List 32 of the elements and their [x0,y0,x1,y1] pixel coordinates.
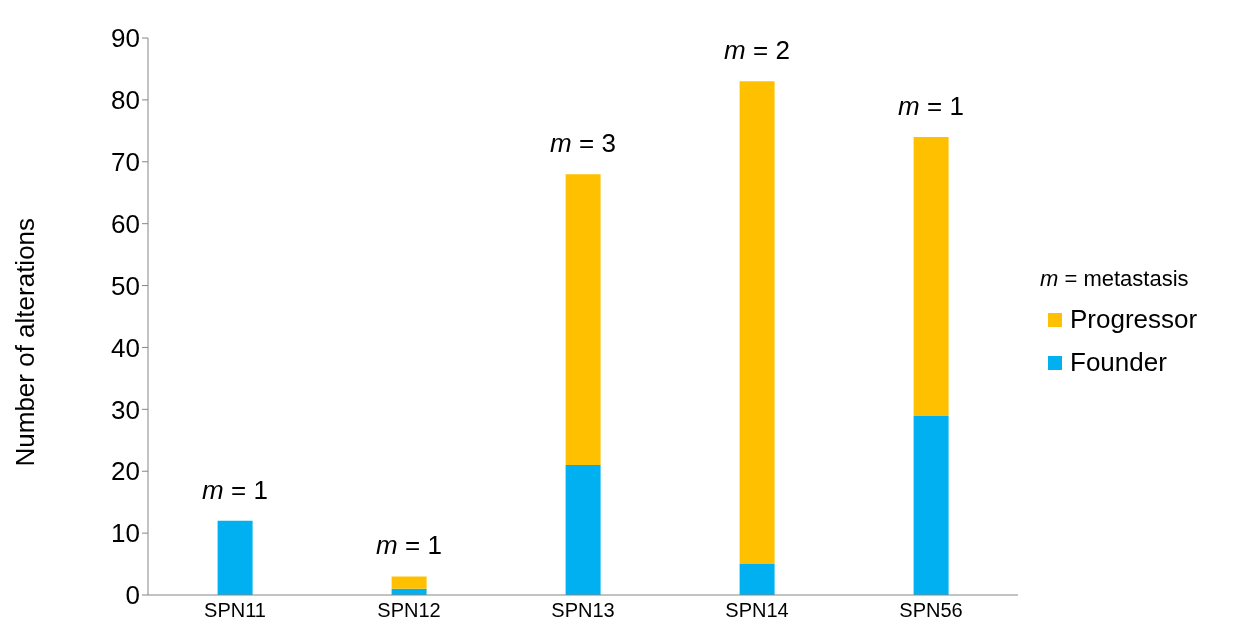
bar [217,520,253,595]
x-tick-label: SPN13 [551,599,615,622]
bar [913,137,949,416]
x-tick-label: SPN12 [377,599,441,622]
annotation: m = 1 [898,91,964,122]
legend-label: Founder [1070,347,1167,378]
legend-title: m = metastasis [1040,266,1189,291]
y-tick-label: 60 [111,208,140,239]
y-tick-label: 50 [111,270,140,301]
annotation: m = 1 [376,530,442,561]
y-tick-label: 30 [111,394,140,425]
y-axis-title: Number of alterations [10,217,41,467]
bar [391,576,427,589]
y-tick-label: 20 [111,456,140,487]
legend-label: Progressor [1070,304,1198,335]
y-tick-label: 70 [111,147,140,178]
annotation: m = 1 [202,474,268,505]
x-tick-label: SPN11 [204,599,266,622]
annotation: m = 2 [724,35,790,66]
y-tick-label: 10 [111,518,140,549]
bar [565,465,601,595]
x-tick-label: SPN14 [725,599,789,622]
y-tick-label: 90 [111,23,140,54]
y-tick-label: 0 [125,580,140,611]
bar [739,81,775,565]
y-tick-label: 40 [111,332,140,363]
annotation: m = 3 [550,128,616,159]
x-tick-label: SPN56 [899,599,963,622]
bar [913,415,949,595]
bar [739,564,775,595]
bar [565,174,601,466]
y-tick-label: 80 [111,85,140,116]
